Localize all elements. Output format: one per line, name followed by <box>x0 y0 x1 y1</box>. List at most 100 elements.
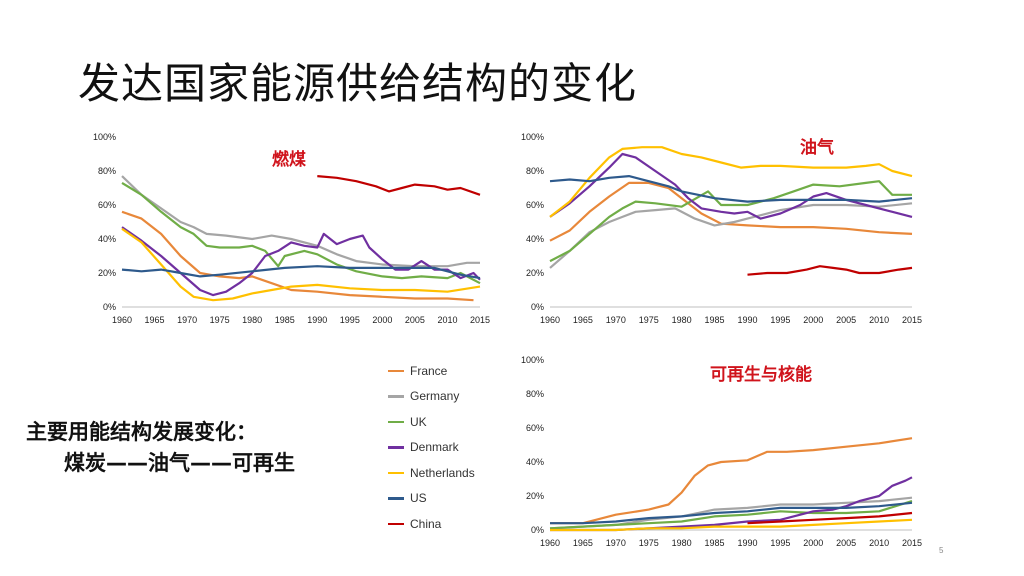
summary-text: 主要用能结构发展变化： 煤炭——油气——可再生 <box>26 417 295 479</box>
series-line-us <box>550 501 913 525</box>
x-tick-label: 2005 <box>836 538 856 548</box>
series-line-us <box>549 175 913 203</box>
chart-coal: 0% 20% 40% 60% 80% 100% 1960 1965 1970 1975 1980 19… <box>93 132 490 325</box>
series-line-germany <box>549 202 913 269</box>
x-tick-label: 2000 <box>803 538 823 548</box>
x-tick-label: 1975 <box>639 538 659 548</box>
legend-item: Germany <box>388 384 475 410</box>
x-tick-label: 2005 <box>405 315 425 325</box>
y-tick-label: 20% <box>526 491 544 501</box>
y-tick-label: 80% <box>98 166 116 176</box>
series-line-germany <box>121 175 480 268</box>
y-tick-label: 100% <box>521 355 544 365</box>
y-tick-label: 0% <box>531 302 544 312</box>
y-tick-label: 80% <box>526 389 544 399</box>
x-tick-label: 1990 <box>737 315 757 325</box>
legend-label: Netherlands <box>410 465 475 480</box>
x-tick-label: 2010 <box>437 315 457 325</box>
x-tick-label: 1990 <box>307 315 327 325</box>
x-tick-label: 2010 <box>869 315 889 325</box>
x-tick-label: 1965 <box>145 315 165 325</box>
y-tick-label: 100% <box>521 132 544 142</box>
chart-title: 油气 <box>800 137 834 158</box>
x-tick-label: 1995 <box>770 315 790 325</box>
legend-label: US <box>410 491 427 506</box>
x-tick-label: 1980 <box>242 315 262 325</box>
legend-swatch <box>388 395 404 398</box>
x-tick-label: 1990 <box>737 538 757 548</box>
x-tick-label: 1985 <box>275 315 295 325</box>
y-tick-label: 0% <box>531 525 544 535</box>
summary-line-2: 煤炭——油气——可再生 <box>64 451 295 475</box>
x-tick-label: 1995 <box>340 315 360 325</box>
legend-swatch <box>388 471 404 474</box>
legend-item: France <box>388 358 475 384</box>
chart-renewable-nuclear: 0% 20% 40% 60% 80% 100% 1960 1965 1970 1975 1980 19… <box>521 355 922 548</box>
chart-legend: France Germany UK Denmark Netherlands US China <box>388 358 475 537</box>
x-tick-label: 2000 <box>803 315 823 325</box>
chart-oil-gas: 0% 20% 40% 60% 80% 100% 1960 1965 1970 1975 1980 19… <box>521 132 922 325</box>
series-line-uk <box>549 500 913 530</box>
legend-label: China <box>410 516 442 531</box>
y-tick-label: 60% <box>526 200 544 210</box>
series-line-us <box>121 265 481 280</box>
legend-item: China <box>388 511 475 537</box>
chart-title: 可再生与核能 <box>710 364 812 385</box>
series-line-denmark <box>549 152 913 220</box>
legend-item: Denmark <box>388 435 475 461</box>
series-line-netherlands <box>550 518 913 532</box>
y-tick-label: 0% <box>103 302 116 312</box>
series-line-netherlands <box>549 146 913 218</box>
x-tick-label: 1995 <box>770 538 790 548</box>
legend-label: France <box>410 363 448 378</box>
x-tick-label: 2005 <box>836 315 856 325</box>
y-tick-label: 80% <box>526 166 544 176</box>
series-line-france <box>121 210 474 302</box>
y-tick-label: 20% <box>98 268 116 278</box>
legend-swatch <box>388 369 404 372</box>
legend-item: UK <box>388 409 475 435</box>
x-tick-label: 2015 <box>902 315 922 325</box>
x-tick-label: 1965 <box>573 538 593 548</box>
y-tick-label: 40% <box>526 457 544 467</box>
legend-swatch <box>388 497 404 500</box>
series-line-france <box>550 437 913 525</box>
legend-label: Denmark <box>410 440 459 455</box>
chart-title: 燃煤 <box>272 149 306 170</box>
x-tick-label: 1980 <box>672 315 692 325</box>
x-tick-label: 1965 <box>573 315 593 325</box>
series-line-china <box>317 175 481 196</box>
legend-item: Netherlands <box>388 460 475 486</box>
legend-swatch <box>388 420 404 423</box>
x-tick-label: 1960 <box>540 315 560 325</box>
x-tick-label: 1970 <box>606 538 626 548</box>
x-tick-label: 1975 <box>210 315 230 325</box>
x-tick-label: 1985 <box>705 315 725 325</box>
y-tick-label: 60% <box>98 200 116 210</box>
x-tick-label: 1975 <box>639 315 659 325</box>
summary-line-1: 主要用能结构发展变化： <box>26 420 257 444</box>
series-line-france <box>549 181 913 242</box>
y-tick-label: 20% <box>526 268 544 278</box>
legend-swatch <box>388 522 404 525</box>
x-tick-label: 2015 <box>902 538 922 548</box>
series-line-denmark <box>121 226 481 297</box>
x-tick-label: 2010 <box>869 538 889 548</box>
x-tick-label: 1985 <box>705 538 725 548</box>
series-line-netherlands <box>121 227 481 302</box>
y-tick-label: 40% <box>526 234 544 244</box>
x-tick-label: 2015 <box>470 315 490 325</box>
x-tick-label: 1960 <box>112 315 132 325</box>
legend-label: UK <box>410 414 427 429</box>
x-tick-label: 1970 <box>177 315 197 325</box>
legend-swatch <box>388 446 404 449</box>
series-line-china <box>747 511 913 525</box>
x-tick-label: 2000 <box>372 315 392 325</box>
x-tick-label: 1980 <box>672 538 692 548</box>
y-tick-label: 40% <box>98 234 116 244</box>
y-tick-label: 100% <box>93 132 116 142</box>
y-tick-label: 60% <box>526 423 544 433</box>
series-line-uk <box>121 181 481 285</box>
page-title: 发达国家能源供给结构的变化 <box>78 59 638 108</box>
series-line-china <box>747 265 913 276</box>
